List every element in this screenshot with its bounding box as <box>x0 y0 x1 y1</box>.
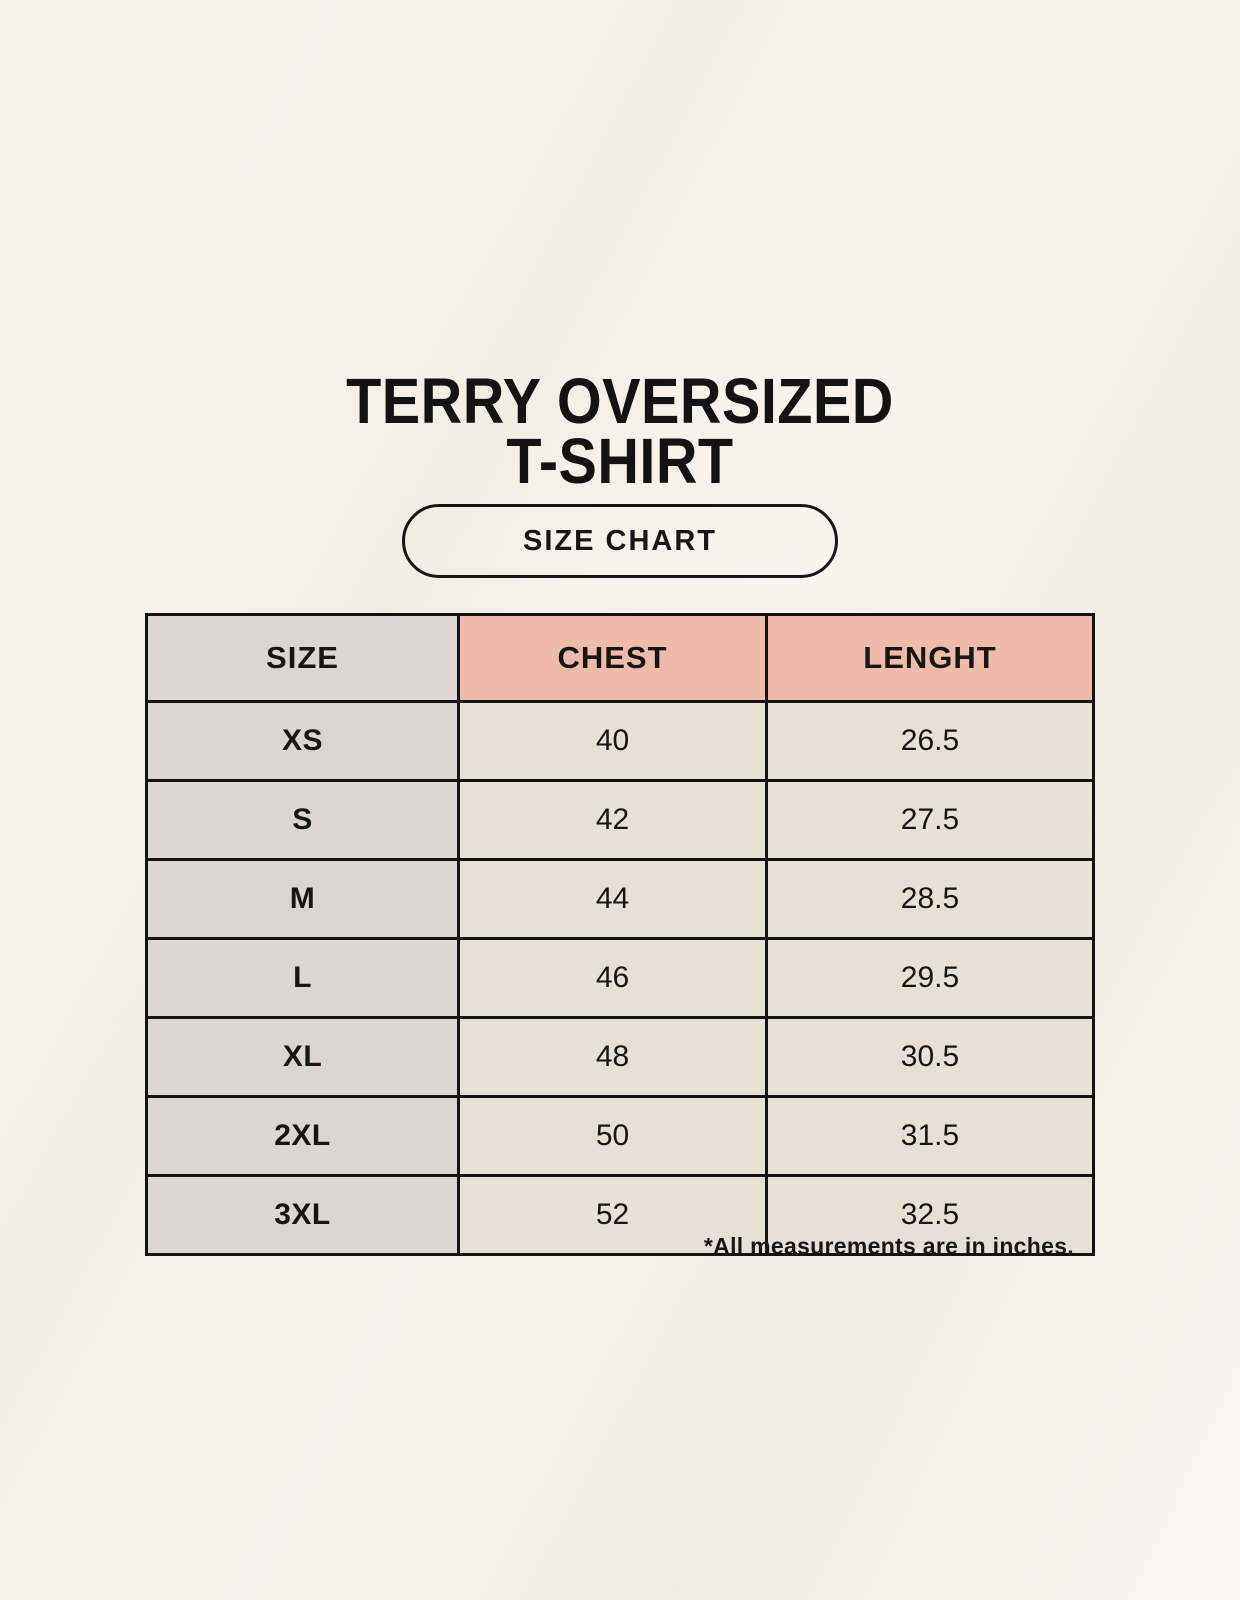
chest-cell: 44 <box>457 858 768 940</box>
chest-cell: 40 <box>457 700 768 782</box>
size-chart-badge-label: SIZE CHART <box>523 524 717 557</box>
size-chart-badge: SIZE CHART <box>402 504 838 578</box>
length-cell: 32.5 <box>765 1174 1095 1256</box>
size-cell: 2XL <box>145 1095 460 1177</box>
table-row: S 42 27.5 <box>145 779 1095 861</box>
column-header-size: SIZE <box>145 613 460 703</box>
length-cell: 27.5 <box>765 779 1095 861</box>
table-row: XL 48 30.5 <box>145 1016 1095 1098</box>
column-header-chest: CHEST <box>457 613 768 703</box>
page-title-line1: TERRY OVERSIZED <box>346 364 894 437</box>
page-title-line2: T-SHIRT <box>506 424 734 497</box>
column-header-length: LENGHT <box>765 613 1095 703</box>
chest-cell: 48 <box>457 1016 768 1098</box>
size-chart-table: SIZE CHEST LENGHT XS 40 26.5 S 42 27.5 M… <box>145 613 1095 1256</box>
table-row: L 46 29.5 <box>145 937 1095 1019</box>
chest-cell: 52 <box>457 1174 768 1256</box>
length-cell: 26.5 <box>765 700 1095 782</box>
size-cell: XL <box>145 1016 460 1098</box>
chest-cell: 42 <box>457 779 768 861</box>
size-cell: S <box>145 779 460 861</box>
size-cell: XS <box>145 700 460 782</box>
chest-cell: 46 <box>457 937 768 1019</box>
chest-cell: 50 <box>457 1095 768 1177</box>
length-cell: 31.5 <box>765 1095 1095 1177</box>
table-row: 3XL 52 32.5 <box>145 1174 1095 1256</box>
length-cell: 30.5 <box>765 1016 1095 1098</box>
length-cell: 29.5 <box>765 937 1095 1019</box>
length-cell: 28.5 <box>765 858 1095 940</box>
measurements-footnote: *All measurements are in inches. <box>703 1233 1074 1259</box>
header-row: SIZE CHEST LENGHT <box>145 613 1095 703</box>
table-row: 2XL 50 31.5 <box>145 1095 1095 1177</box>
page-title: TERRY OVERSIZED T-SHIRT <box>62 369 1178 493</box>
size-cell: L <box>145 937 460 1019</box>
table-row: XS 40 26.5 <box>145 700 1095 782</box>
table-row: M 44 28.5 <box>145 858 1095 940</box>
size-cell: M <box>145 858 460 940</box>
size-cell: 3XL <box>145 1174 460 1256</box>
